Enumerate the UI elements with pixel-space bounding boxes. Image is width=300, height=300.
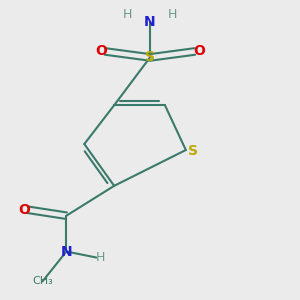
Text: N: N <box>144 15 156 28</box>
Text: H: H <box>123 8 132 21</box>
Text: S: S <box>188 145 198 158</box>
Text: N: N <box>61 244 72 259</box>
Text: O: O <box>19 203 31 217</box>
Text: H: H <box>96 251 105 264</box>
Text: O: O <box>95 44 107 58</box>
Text: S: S <box>145 50 155 64</box>
Text: H: H <box>168 8 177 21</box>
Text: O: O <box>193 44 205 58</box>
Text: CH₃: CH₃ <box>32 276 53 286</box>
